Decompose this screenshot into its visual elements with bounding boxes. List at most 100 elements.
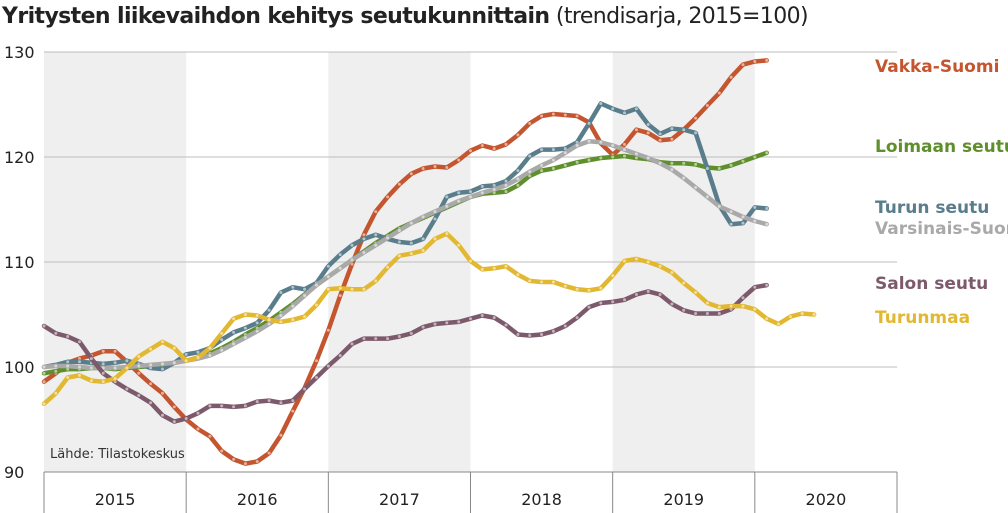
data-point <box>729 307 733 311</box>
data-point <box>101 380 105 384</box>
data-point <box>338 266 342 270</box>
y-tick-label: 120 <box>4 148 35 167</box>
data-point <box>765 58 769 62</box>
data-point <box>279 320 283 324</box>
data-point <box>563 163 567 167</box>
data-point <box>765 151 769 155</box>
data-point <box>611 300 615 304</box>
data-point <box>729 210 733 214</box>
data-point <box>350 342 354 346</box>
data-point <box>504 323 508 327</box>
data-point <box>480 144 484 147</box>
series-labels: Vakka-Suomi Loimaan seutu Turun seutuVarsi… <box>875 57 1008 328</box>
data-point <box>540 280 544 284</box>
data-point <box>611 274 615 278</box>
data-point <box>599 156 603 160</box>
data-point <box>694 162 698 166</box>
data-point <box>765 283 769 287</box>
data-point <box>291 304 295 308</box>
data-point <box>599 102 603 105</box>
data-point <box>682 176 686 180</box>
x-tick-label-2017: 2017 <box>379 490 420 509</box>
data-point <box>208 434 212 438</box>
data-point <box>42 371 46 375</box>
data-point <box>765 317 769 321</box>
data-point <box>350 287 354 291</box>
data-point <box>243 336 247 340</box>
data-point <box>753 155 757 159</box>
data-point <box>753 205 757 209</box>
chart-title: Yritysten liikevaihdon kehitys seutukunn… <box>2 4 550 29</box>
label-turunmaa: Turunmaa <box>875 308 970 328</box>
data-point <box>303 294 307 298</box>
data-point <box>587 158 591 162</box>
data-point <box>421 167 425 170</box>
data-point <box>587 121 591 125</box>
x-tick-label-2018: 2018 <box>521 490 562 509</box>
data-point <box>386 195 390 199</box>
data-point <box>646 123 650 126</box>
data-point <box>362 251 366 254</box>
data-point <box>362 287 366 291</box>
data-point <box>611 107 615 111</box>
data-point <box>421 249 425 252</box>
data-point <box>504 183 508 187</box>
data-point <box>445 166 449 169</box>
data-point <box>421 325 425 329</box>
data-point <box>587 288 591 292</box>
series-line-turun-seutu <box>41 101 769 372</box>
data-point <box>670 302 674 306</box>
data-point <box>78 357 81 361</box>
data-point <box>397 182 401 186</box>
data-point <box>563 324 567 328</box>
data-point <box>374 210 378 214</box>
data-point <box>42 380 46 384</box>
y-tick-label: 130 <box>4 43 35 62</box>
data-point <box>492 147 496 151</box>
data-point <box>694 131 698 135</box>
data-point <box>89 357 93 361</box>
data-point <box>66 364 70 368</box>
data-point <box>575 114 579 118</box>
data-point <box>729 304 733 308</box>
data-point <box>469 149 472 153</box>
data-point <box>149 382 153 386</box>
data-point <box>433 165 437 168</box>
data-point <box>243 404 247 408</box>
label-vakka-suomi: Vakka-Suomi <box>875 57 999 77</box>
data-point <box>78 373 81 377</box>
data-point <box>457 199 461 203</box>
data-point <box>338 354 342 357</box>
data-point <box>279 433 283 437</box>
data-point <box>220 449 224 453</box>
data-point <box>303 315 307 319</box>
data-point <box>409 241 413 245</box>
data-point <box>705 301 709 305</box>
data-point <box>255 321 259 325</box>
data-point <box>634 293 638 296</box>
data-point <box>516 177 520 181</box>
data-point <box>386 337 390 341</box>
data-point <box>232 342 236 346</box>
data-point <box>279 314 283 317</box>
data-point <box>161 367 164 371</box>
data-point <box>575 144 579 147</box>
data-point <box>694 291 698 294</box>
data-point <box>397 335 401 338</box>
data-point <box>101 362 105 366</box>
series-points-salon-seutu <box>42 283 769 424</box>
data-point <box>705 167 709 170</box>
data-point <box>729 222 733 226</box>
data-point <box>315 376 318 379</box>
data-point <box>78 360 81 364</box>
data-point <box>433 322 437 326</box>
data-point <box>291 409 295 413</box>
data-point <box>646 289 650 293</box>
data-point <box>765 207 769 210</box>
data-point <box>433 217 437 221</box>
data-point <box>255 329 259 333</box>
data-point <box>670 137 674 141</box>
data-point <box>480 184 484 188</box>
data-point <box>101 349 105 353</box>
data-point <box>540 333 544 336</box>
